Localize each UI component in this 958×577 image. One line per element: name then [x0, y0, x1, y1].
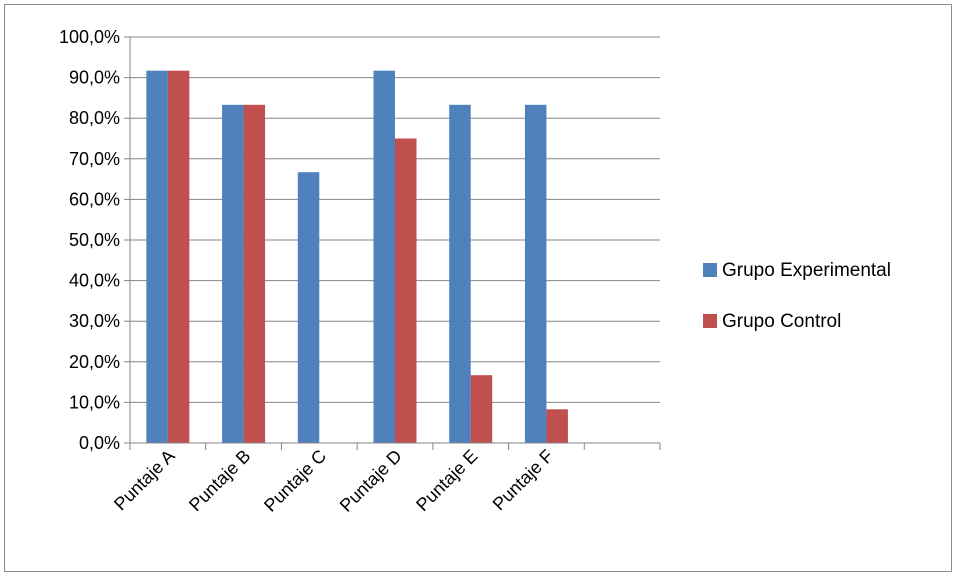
y-tick-label: 60,0% — [69, 189, 120, 209]
bar-chart: 0,0% 10,0% 20,0% 30,0% 40,0% 50,0% 60,0% 70,0% 8… — [59, 27, 891, 516]
chart-area: 0,0% 10,0% 20,0% 30,0% 40,0% 50,0% 60,0% 70,0% 8… — [4, 4, 952, 572]
y-tick-label: 30,0% — [69, 311, 120, 331]
y-tick-label: 90,0% — [69, 68, 120, 88]
bar-grupo-experimental — [297, 172, 320, 443]
y-tick-label: 10,0% — [69, 392, 120, 412]
x-tick-label: Puntaje C — [260, 446, 330, 516]
bar-grupo-experimental — [524, 104, 547, 443]
legend-swatch — [703, 314, 717, 328]
x-tick-label: Puntaje F — [489, 446, 558, 515]
bar-grupo-experimental — [146, 70, 168, 443]
y-tick-label: 20,0% — [69, 352, 120, 372]
bar-grupo-control — [470, 375, 493, 443]
bar-grupo-control — [243, 104, 266, 443]
x-tick-label: Puntaje B — [185, 446, 254, 515]
bars — [146, 70, 568, 443]
y-tick-label: 70,0% — [69, 149, 120, 169]
bar-grupo-experimental — [449, 104, 471, 443]
legend-label: Grupo Experimental — [722, 260, 891, 281]
x-axis-tick-labels: Puntaje A Puntaje B Puntaje C Puntaje D Punt… — [110, 446, 557, 516]
legend: Grupo Experimental Grupo Control — [703, 260, 891, 332]
y-tick-label: 50,0% — [69, 230, 120, 250]
x-tick-label: Puntaje D — [336, 446, 406, 516]
bar-grupo-control — [167, 70, 190, 443]
bar-grupo-experimental — [222, 104, 244, 443]
bar-grupo-control — [395, 138, 417, 443]
y-tick-label: 100,0% — [59, 27, 120, 47]
y-tick-label: 0,0% — [79, 433, 120, 453]
x-tick-label: Puntaje A — [110, 446, 179, 515]
bar-grupo-control — [546, 409, 568, 443]
y-tick-label: 80,0% — [69, 108, 120, 128]
bar-grupo-experimental — [373, 70, 395, 443]
y-tick-label: 40,0% — [69, 271, 120, 291]
axes — [124, 36, 661, 450]
legend-label: Grupo Control — [722, 311, 841, 332]
y-axis-tick-labels: 0,0% 10,0% 20,0% 30,0% 40,0% 50,0% 60,0% 70,0% 8… — [59, 27, 120, 453]
legend-swatch — [703, 263, 717, 277]
x-tick-label: Puntaje E — [412, 446, 481, 515]
